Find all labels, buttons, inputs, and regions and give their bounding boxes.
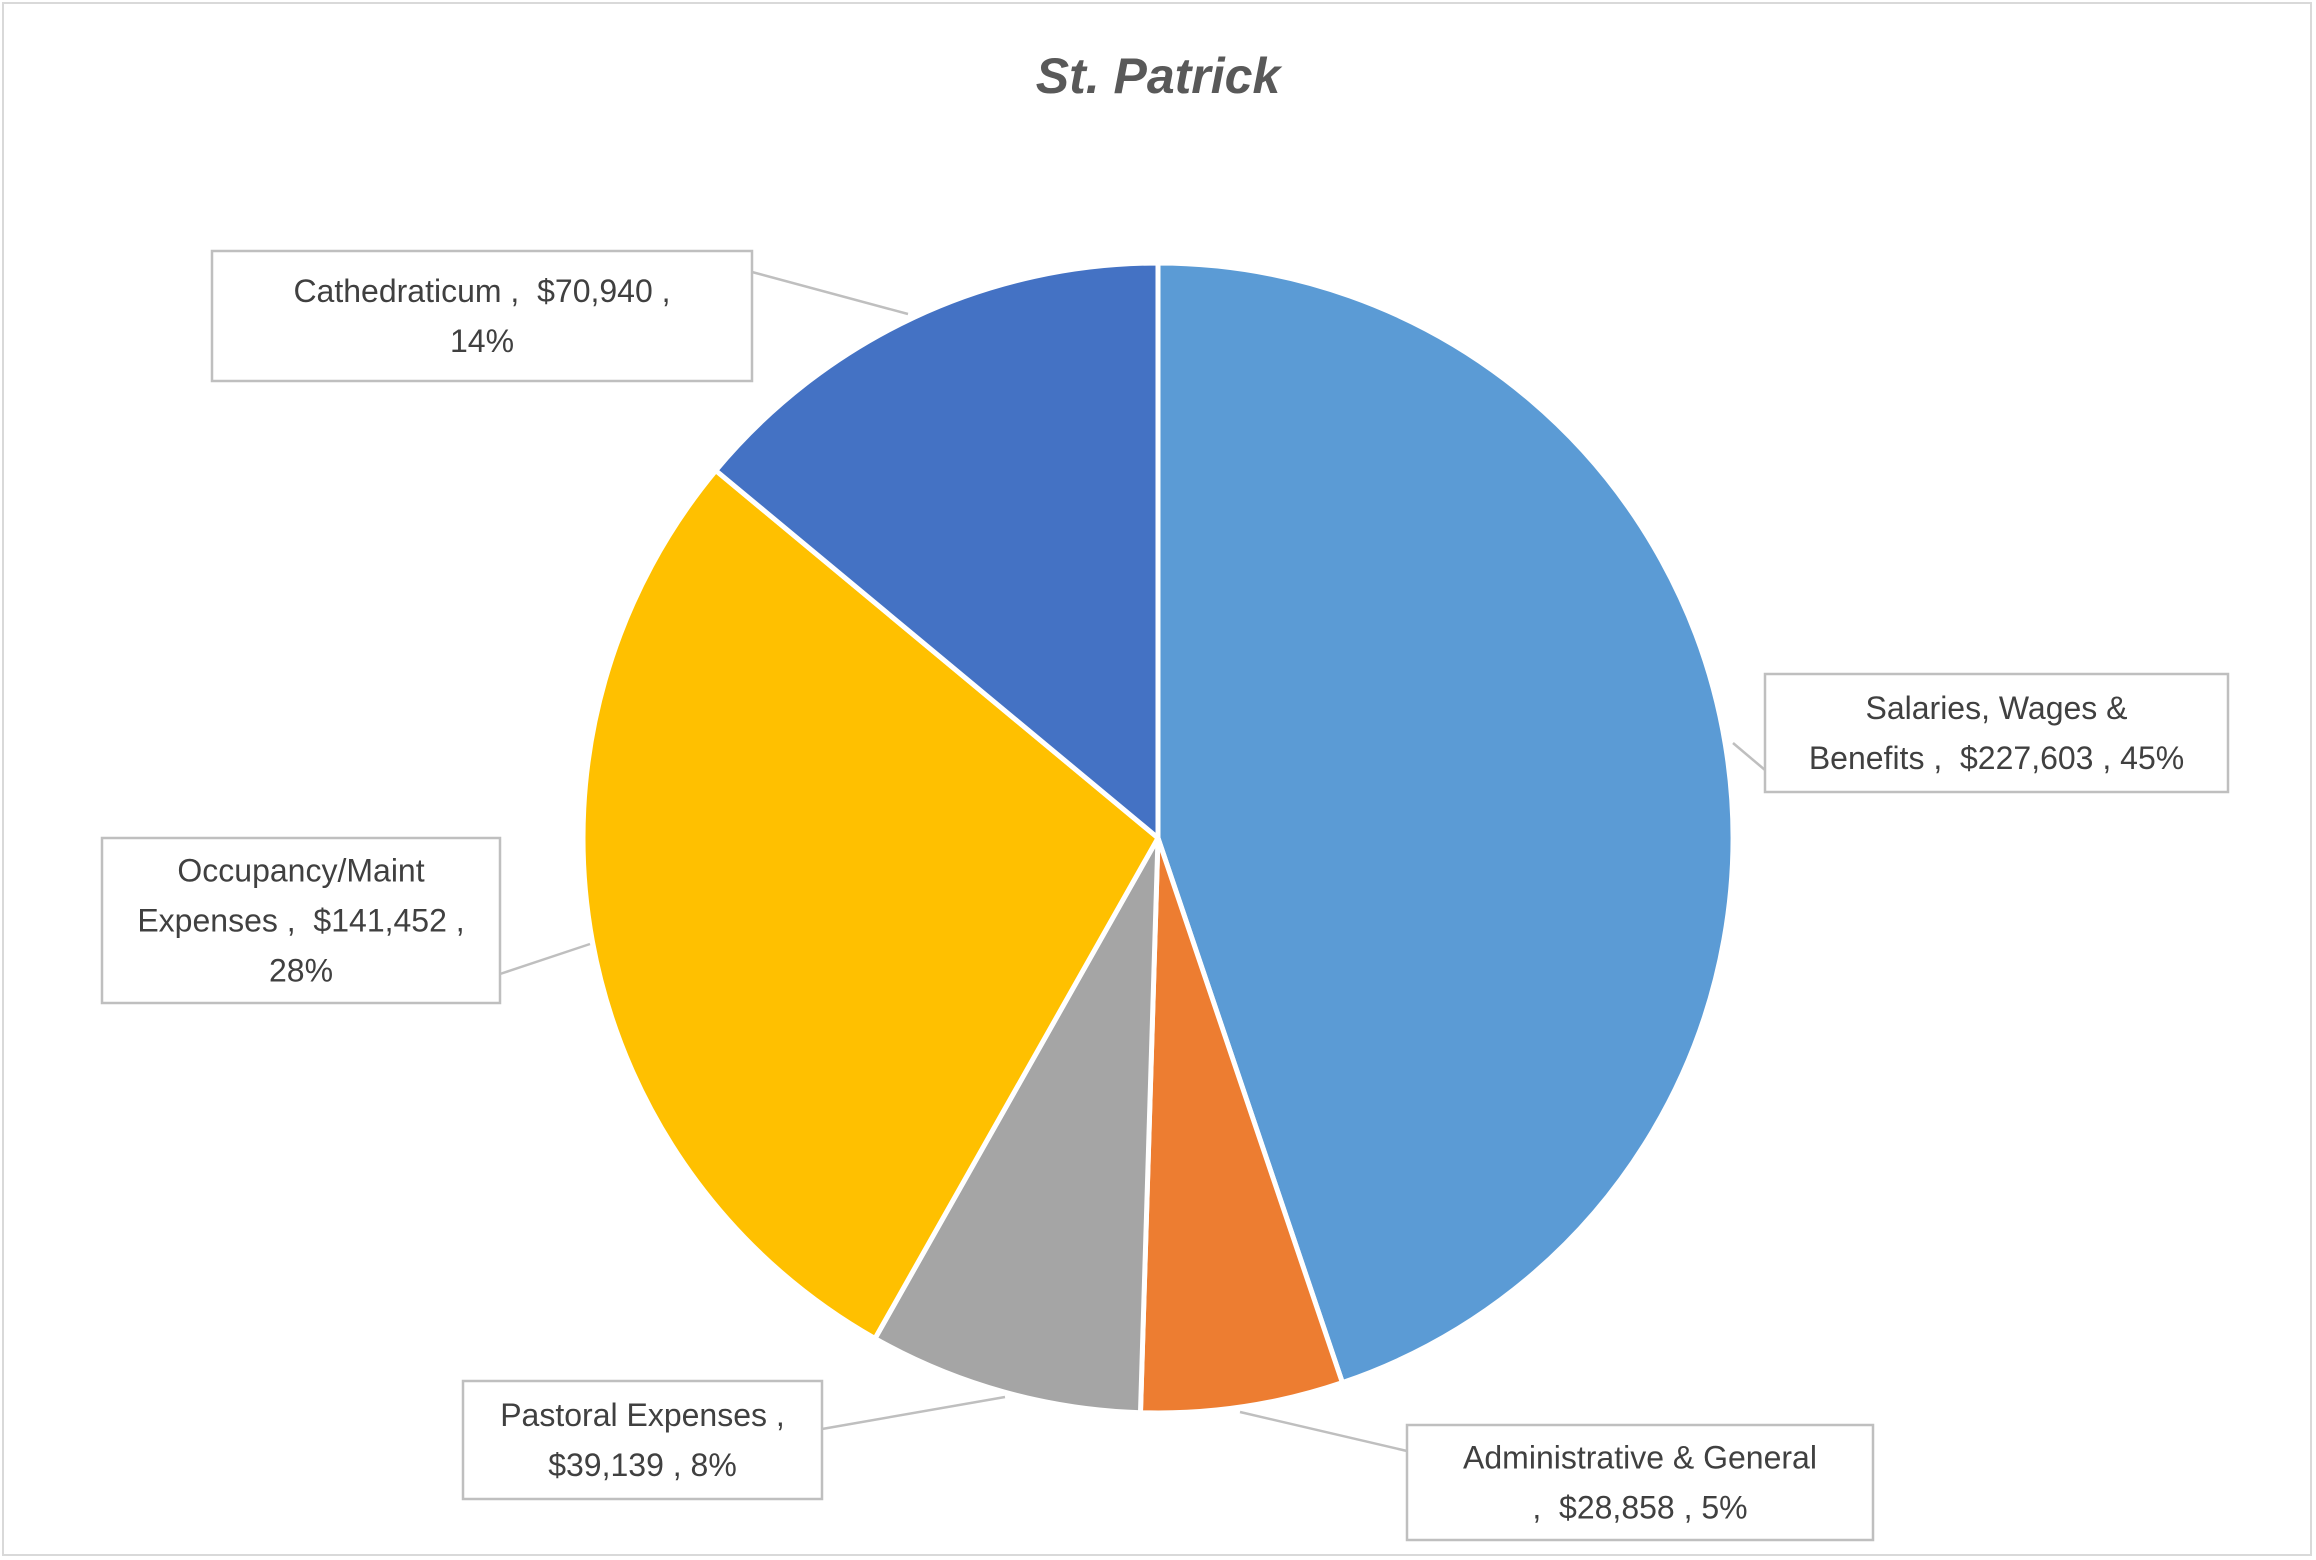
data-label-line: $39,139 , 8% (548, 1447, 737, 1483)
leader-line-occupancy-maint-expenses (499, 942, 591, 976)
data-label-line: Administrative & General (1463, 1440, 1817, 1476)
data-label-box (100, 836, 502, 1005)
data-label-cathedraticum: Cathedraticum , $70,940 , 14% (210, 249, 754, 383)
data-label-administrative-general: Administrative & General , $28,858 , 5% (1405, 1423, 1875, 1542)
data-label-line: 28% (269, 953, 333, 989)
data-label-pastoral-expenses: Pastoral Expenses , $39,139 , 8% (461, 1379, 824, 1501)
data-label-box (1405, 1423, 1875, 1542)
slice-salaries-wages-benefits[interactable] (1155, 260, 1736, 1386)
slice-pastoral-expenses[interactable] (872, 835, 1161, 1416)
data-label-line: Expenses , $141,452 , (137, 903, 464, 939)
data-label-line: Occupancy/Maint (177, 853, 424, 889)
data-label-box (210, 249, 754, 383)
data-labels: Salaries, Wages & Benefits , $227,603 , 4… (100, 249, 2230, 1542)
data-label-line: Benefits , $227,603 , 45% (1809, 740, 2184, 776)
leader-line-pastoral-expenses (821, 1395, 1006, 1431)
slice-cathedraticum[interactable] (713, 260, 1161, 841)
leader-line-salaries-wages-benefits (1732, 742, 1766, 771)
leader-line-cathedraticum (751, 270, 909, 316)
data-label-box (1763, 672, 2230, 794)
leader-lines (499, 270, 1766, 1453)
data-label-occupancy-maint-expenses: Occupancy/Maint Expenses , $141,452 , 28% (100, 836, 502, 1005)
data-label-salaries-wages-benefits: Salaries, Wages & Benefits , $227,603 , 4… (1763, 672, 2230, 794)
data-label-line: , $28,858 , 5% (1532, 1490, 1747, 1526)
pie-slices (580, 260, 1736, 1416)
data-label-line: Pastoral Expenses , (500, 1397, 785, 1433)
slice-administrative-general[interactable] (1137, 835, 1345, 1416)
leader-line-administrative-general (1239, 1410, 1408, 1453)
slice-occupancy-maint-expenses[interactable] (580, 468, 1161, 1342)
chart-title: St. Patrick (1036, 48, 1283, 104)
data-label-box (461, 1379, 824, 1501)
data-label-line: Salaries, Wages & (1865, 690, 2127, 726)
data-label-line: Cathedraticum , $70,940 , (293, 273, 670, 309)
data-label-line: 14% (450, 323, 514, 359)
